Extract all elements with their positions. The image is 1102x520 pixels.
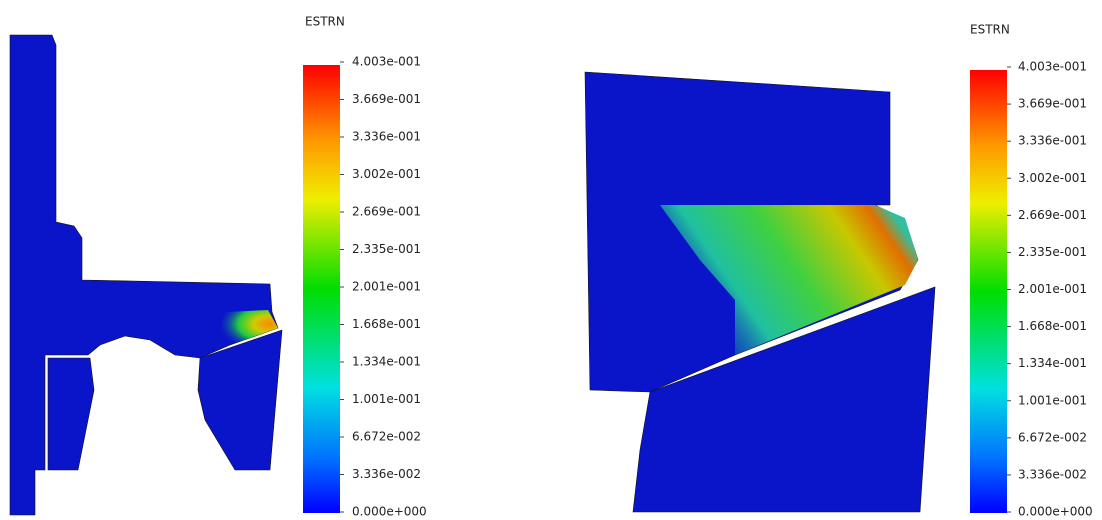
legend-title: ESTRN [305, 15, 345, 29]
legend: ESTRN 4.003e-001 3.669e-001 3.336e-001 3.00… [970, 23, 1093, 519]
legend-label: 3.336e-002 [1018, 467, 1087, 481]
screen: ESTRN 4.003e-001 3.669e-001 3.336e-001 3.00… [0, 0, 1102, 520]
legend-label: 4.003e-001 [352, 55, 421, 69]
legend-label: 1.334e-001 [352, 355, 421, 369]
color-bar [303, 65, 340, 513]
legend-label: 2.001e-001 [352, 280, 421, 294]
legend-label: 2.001e-001 [1018, 282, 1087, 296]
legend-label: 3.002e-001 [1018, 171, 1087, 185]
legend-label: 2.669e-001 [1018, 208, 1087, 222]
legend-label: 2.335e-001 [352, 242, 421, 256]
legend-label: 1.001e-001 [352, 392, 421, 406]
legend-label: 1.334e-001 [1018, 356, 1087, 370]
legend-label: 2.669e-001 [352, 205, 421, 219]
legend-label: 3.002e-001 [352, 167, 421, 181]
legend-label: 3.336e-002 [352, 467, 421, 481]
legend-label: 1.001e-001 [1018, 393, 1087, 407]
legend: ESTRN 4.003e-001 3.669e-001 3.336e-001 3.00… [303, 15, 427, 519]
legend-title: ESTRN [970, 23, 1010, 37]
legend-label: 0.000e+000 [1018, 505, 1093, 519]
right-model [585, 72, 935, 512]
legend-label: 1.668e-001 [352, 317, 421, 331]
legend-label: 3.669e-001 [1018, 97, 1087, 111]
legend-label: 3.336e-001 [1018, 134, 1087, 148]
legend-label: 4.003e-001 [1018, 60, 1087, 74]
legend-label: 2.335e-001 [1018, 245, 1087, 259]
color-bar [970, 70, 1007, 513]
legend-label: 6.672e-002 [352, 430, 421, 444]
legend-label: 0.000e+000 [352, 505, 427, 519]
legend-label: 3.669e-001 [352, 92, 421, 106]
legend-label: 6.672e-002 [1018, 430, 1087, 444]
legend-label: 1.668e-001 [1018, 319, 1087, 333]
left-model [10, 35, 282, 515]
legend-label: 3.336e-001 [352, 130, 421, 144]
